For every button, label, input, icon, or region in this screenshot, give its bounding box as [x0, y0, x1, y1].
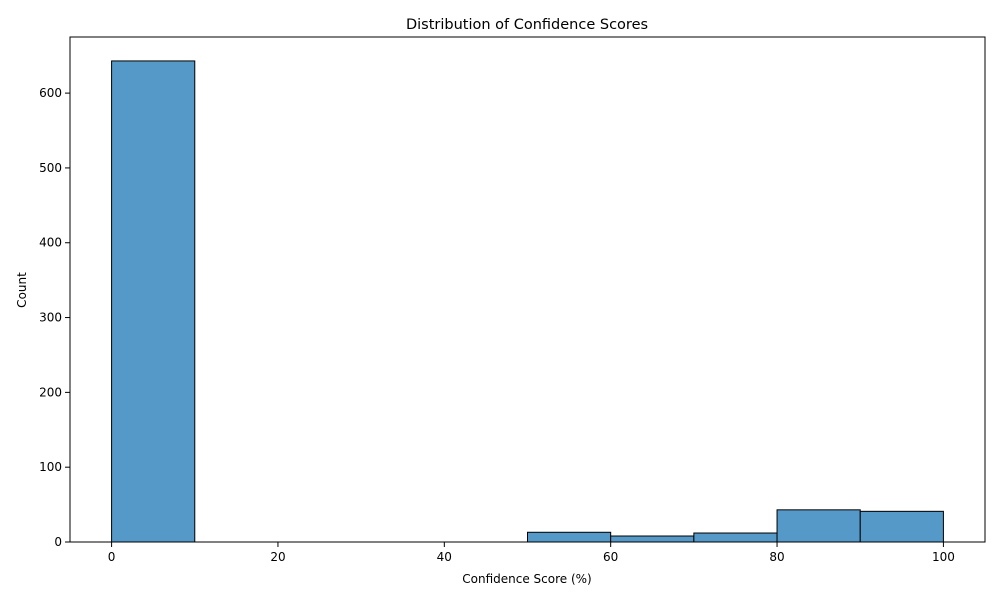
plot-frame	[69, 36, 986, 543]
histogram-bar	[776, 509, 861, 543]
histogram-bar	[111, 60, 196, 543]
x-tick-label: 80	[769, 550, 784, 564]
x-tick-label: 0	[108, 550, 116, 564]
x-axis-label: Confidence Score (%)	[462, 572, 591, 586]
y-tick-label: 100	[39, 460, 62, 474]
y-tick-label: 200	[39, 385, 62, 399]
y-tick-label: 300	[39, 311, 62, 325]
y-axis-label: Count	[15, 272, 29, 308]
x-axis-ticks: 0 20 40 60 80 100	[108, 542, 955, 564]
histogram-bar	[859, 510, 944, 543]
y-axis-ticks: 0 100 200 300 400 500 600	[39, 86, 70, 549]
x-tick-label: 20	[270, 550, 285, 564]
y-tick-label: 0	[54, 535, 62, 549]
x-tick-label: 100	[932, 550, 955, 564]
bars-group	[111, 60, 944, 543]
y-tick-label: 600	[39, 86, 62, 100]
histogram-bar	[610, 535, 695, 543]
y-tick-label: 500	[39, 161, 62, 175]
histogram-bar	[693, 532, 778, 543]
chart-title: Distribution of Confidence Scores	[406, 17, 648, 33]
x-tick-label: 40	[437, 550, 452, 564]
histogram-bar	[527, 531, 612, 543]
y-tick-label: 400	[39, 236, 62, 250]
x-tick-label: 60	[603, 550, 618, 564]
